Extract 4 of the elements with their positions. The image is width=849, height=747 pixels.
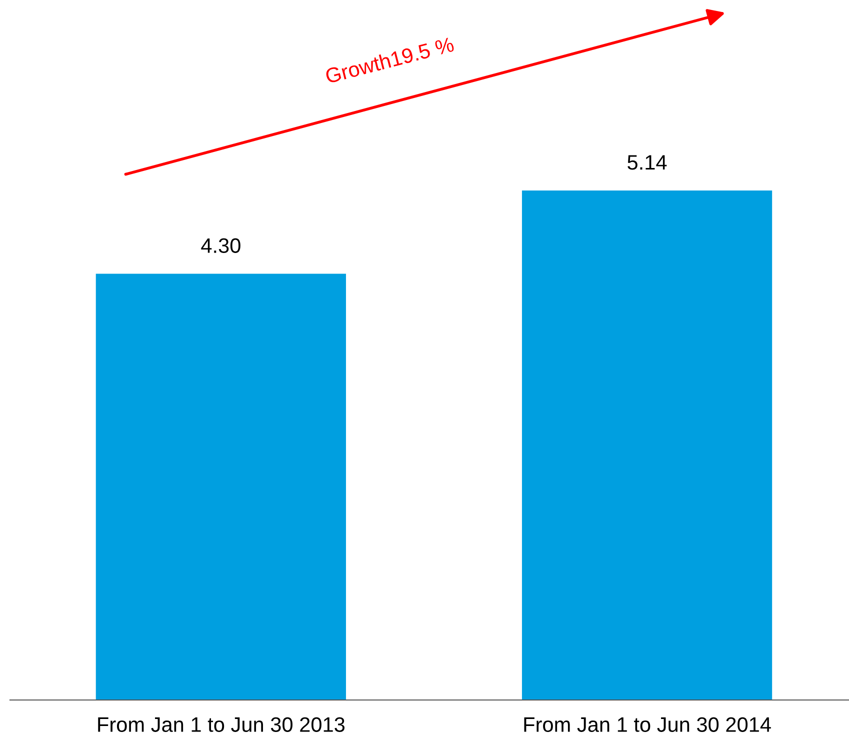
data-label: 4.30 <box>201 238 240 254</box>
x-tick-label: From Jan 1 to Jun 30 2014 <box>524 717 771 732</box>
x-tick-label: From Jan 1 to Jun 30 2013 <box>98 717 345 732</box>
data-label: 5.14 <box>628 155 667 170</box>
